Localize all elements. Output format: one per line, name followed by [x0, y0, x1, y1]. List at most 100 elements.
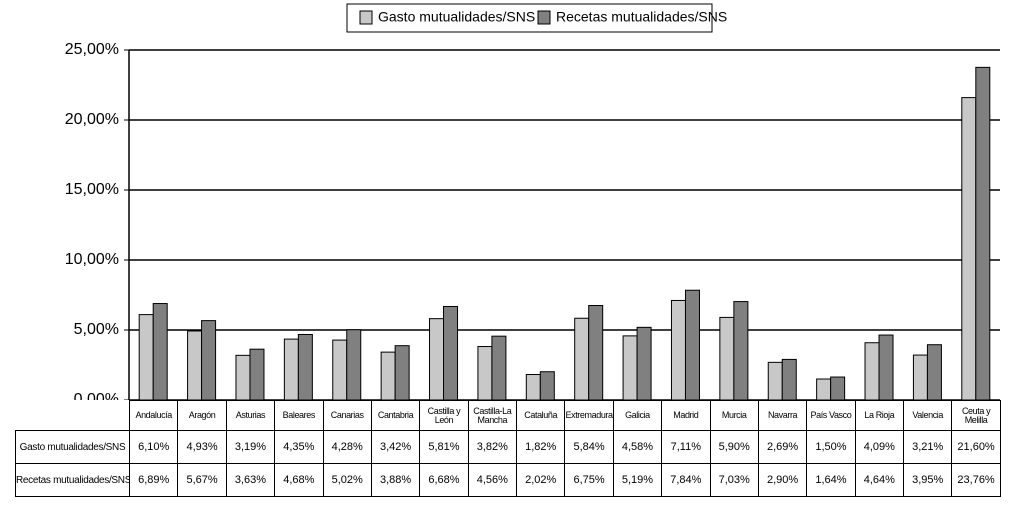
y-tick-label: 0,00%: [74, 391, 119, 400]
data-row: Gasto mutualidades/SNS 6,10% 4,93% 3,19% 4,3…: [15, 430, 1001, 464]
value-label: 6,89%: [128, 463, 179, 497]
bar: [152, 303, 168, 400]
bar: [636, 326, 652, 400]
value-label: 5,67%: [177, 463, 227, 497]
bar: [187, 330, 203, 400]
row-header: Gasto mutualidades/SNS: [15, 430, 130, 464]
value-label: 3,88%: [370, 463, 421, 497]
value-label: 3,63%: [225, 463, 276, 497]
value-label: 6,68%: [419, 463, 469, 497]
x-tick-label: Ceuta y Melilla: [951, 400, 1001, 431]
value-label: 5,90%: [709, 430, 759, 464]
bar: [781, 358, 797, 400]
x-tick-label: Galicia: [612, 400, 663, 431]
bar: [235, 354, 251, 400]
header-row: Andalucía Aragón Asturias Baleares Canarias C…: [15, 400, 1001, 431]
bar: [830, 376, 846, 400]
value-label: 21,60%: [951, 430, 1001, 464]
value-label: 4,58%: [612, 430, 663, 464]
value-label: 23,76%: [951, 463, 1001, 497]
data-row: Recetas mutualidades/SNS 6,89% 5,67% 3,63% 4…: [15, 463, 1001, 497]
value-label: 5,19%: [612, 463, 663, 497]
x-tick-label: Baleares: [274, 400, 324, 431]
bar: [926, 344, 942, 400]
x-tick-label: Murcia: [709, 400, 759, 431]
value-label: 2,02%: [515, 463, 566, 497]
value-label: 3,82%: [467, 430, 518, 464]
x-tick-label: Asturias: [225, 400, 276, 431]
x-tick-label: Castilla-La Mancha: [467, 400, 518, 431]
x-tick-label: Cataluña: [515, 400, 566, 431]
bar: [719, 316, 735, 400]
bar: [767, 361, 783, 400]
bar: [975, 66, 991, 400]
x-tick-label: La Rioja: [854, 400, 905, 431]
value-label: 4,93%: [177, 430, 227, 464]
value-label: 3,21%: [902, 430, 953, 464]
bar: [138, 314, 154, 400]
x-tick-label: Castilla y León: [419, 400, 469, 431]
value-label: 3,19%: [225, 430, 276, 464]
bar: [283, 338, 299, 400]
bar: [864, 342, 880, 400]
x-tick-label: País Vasco: [806, 400, 856, 431]
x-tick-label: Canarias: [322, 400, 372, 431]
y-tick-label: 10,00%: [65, 251, 119, 268]
value-label: 4,35%: [274, 430, 324, 464]
value-label: 7,03%: [709, 463, 759, 497]
value-label: 5,84%: [564, 430, 614, 464]
corner-cell: [15, 400, 130, 431]
bar: [525, 374, 541, 400]
chart: 0,00% 5,00% 10,00% 15,00% 20,00% 25,00% Gasto …: [65, 3, 1000, 400]
value-label: 6,10%: [128, 430, 179, 464]
x-tick-label: Navarra: [757, 400, 808, 431]
x-tick-label: Aragón: [177, 400, 227, 431]
bar: [332, 339, 348, 400]
bar: [670, 299, 686, 400]
bar: [346, 329, 362, 400]
y-tick-label: 15,00%: [65, 181, 119, 198]
value-label: 5,02%: [322, 463, 372, 497]
x-tick-label: Valencia: [902, 400, 953, 431]
value-label: 5,81%: [419, 430, 469, 464]
bar: [380, 351, 396, 400]
legend-swatch: [537, 10, 551, 25]
legend-swatch: [359, 10, 373, 25]
legend-label: Recetas mutualidades/SNS: [556, 9, 727, 25]
value-label: 4,68%: [274, 463, 324, 497]
bar: [912, 354, 928, 400]
bar: [539, 371, 555, 400]
legend-box: [346, 3, 713, 33]
bar: [816, 378, 832, 400]
bar: [394, 345, 410, 400]
bar: [249, 348, 265, 400]
value-label: 2,90%: [757, 463, 808, 497]
bar: [961, 97, 977, 400]
bar: [574, 317, 590, 400]
bar: [878, 334, 894, 400]
x-tick-label: Madrid: [661, 400, 711, 431]
bar: [622, 335, 638, 400]
bar: [429, 318, 445, 400]
bar: [684, 289, 700, 400]
bar: [297, 333, 313, 400]
value-label: 1,50%: [806, 430, 856, 464]
value-label: 1,82%: [515, 430, 566, 464]
bar: [201, 320, 217, 400]
legend-label: Gasto mutualidades/SNS: [378, 9, 535, 25]
value-label: 4,09%: [854, 430, 905, 464]
value-label: 2,69%: [757, 430, 808, 464]
bar: [588, 305, 604, 400]
bar: [733, 301, 749, 400]
x-tick-label: Cantabria: [370, 400, 421, 431]
x-tick-label: Extremadura: [564, 400, 614, 431]
bar: [443, 305, 459, 400]
value-label: 3,42%: [370, 430, 421, 464]
value-label: 1,64%: [806, 463, 856, 497]
value-label: 4,28%: [322, 430, 372, 464]
y-tick-label: 5,00%: [74, 321, 119, 338]
value-label: 6,75%: [564, 463, 614, 497]
data-table: Andalucía Aragón Asturias Baleares Canarias C…: [15, 400, 1001, 497]
value-label: 3,95%: [902, 463, 953, 497]
